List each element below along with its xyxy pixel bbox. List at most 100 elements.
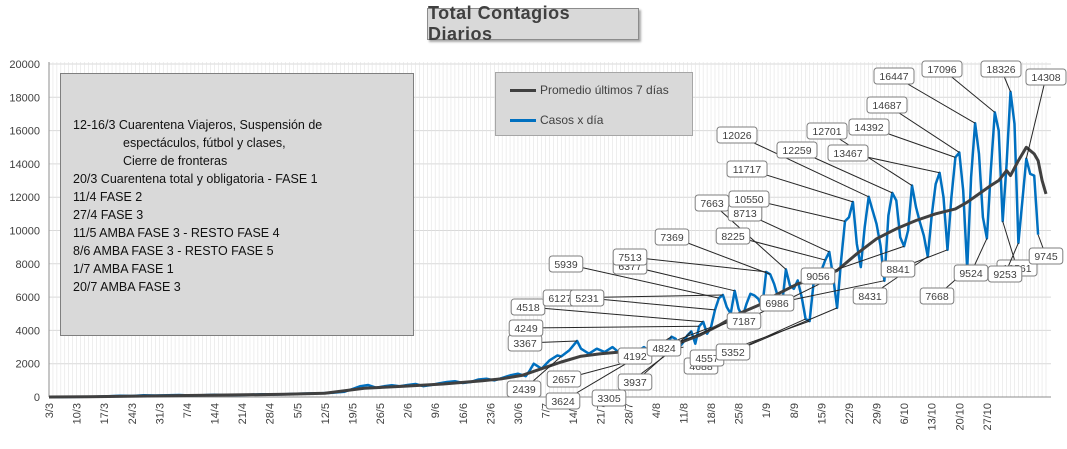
callout-leader-line — [525, 325, 700, 329]
callout-box — [776, 141, 818, 159]
callout-label: 14308 — [1031, 72, 1060, 84]
y-axis: 0 2000 4000 6000 8000 10000 12000 14000 16000 180… — [9, 59, 50, 404]
callout-label: 2439 — [512, 384, 536, 396]
callout-label: 8841 — [886, 264, 910, 276]
callout-label: 10550 — [734, 194, 763, 206]
y-tick-label: 6000 — [16, 292, 40, 304]
callout-box — [715, 227, 751, 245]
callout-label: 6127 — [548, 293, 572, 305]
chart-title: Total Contagios Diarios — [427, 3, 639, 44]
callout-label: 5939 — [554, 259, 578, 271]
y-tick-label: 10000 — [9, 226, 40, 238]
callout-box — [548, 255, 584, 273]
callout-label: 7513 — [618, 252, 642, 264]
data-callout: 9745 — [1028, 234, 1064, 265]
x-tick-label: 6/10 — [899, 403, 911, 424]
x-tick-label: 31/3 — [154, 403, 166, 424]
callout-leader-line — [586, 297, 716, 311]
legend-label: Casos x día — [540, 113, 604, 127]
callout-label: 8225 — [721, 231, 745, 243]
callout-box — [612, 248, 648, 266]
callout-box — [726, 160, 768, 178]
callout-box — [569, 289, 605, 307]
data-callout: 16447 — [873, 67, 976, 124]
x-tick-label: 12/5 — [320, 403, 332, 424]
callout-leader-line — [565, 263, 720, 299]
x-tick-label: 17/3 — [99, 403, 111, 424]
data-callout: 4249 — [508, 319, 700, 337]
callout-label: 2657 — [552, 374, 576, 386]
callout-label: 8431 — [858, 291, 882, 303]
data-callout: 7369 — [654, 228, 771, 275]
callout-box — [880, 260, 916, 278]
x-tick-label: 19/5 — [347, 403, 359, 424]
x-tick-label: 22/9 — [844, 403, 856, 424]
x-tick-label: 11/8 — [678, 403, 690, 424]
x-tick-label: 20/10 — [954, 403, 966, 431]
callout-box — [873, 67, 915, 85]
x-tick-label: 9/6 — [430, 403, 442, 418]
data-callout: 5352 — [715, 307, 838, 361]
callout-leader-line — [776, 280, 885, 304]
x-tick-label: 28/7 — [623, 403, 635, 424]
callout-box — [654, 228, 690, 246]
data-callout: 6986 — [759, 280, 885, 312]
y-tick-label: 16000 — [9, 126, 40, 138]
data-callout: 4557 — [689, 320, 810, 367]
data-callout: 5939 — [548, 255, 720, 299]
callout-box — [508, 319, 544, 337]
callout-label: 6986 — [765, 298, 789, 310]
x-tick-label: 3/3 — [44, 403, 56, 418]
callout-box — [759, 294, 795, 312]
note-text: Cierre de fronteras — [123, 154, 228, 168]
callout-box — [591, 389, 627, 407]
legend-item-average: Promedio últimos 7 días — [510, 83, 669, 97]
x-tick-label: 21/7 — [596, 403, 608, 424]
callout-box — [646, 339, 682, 357]
callout-label: 5231 — [575, 293, 599, 305]
data-callout: 8841 — [880, 249, 948, 278]
x-tick-label: 1/9 — [761, 403, 773, 418]
callout-leader-line — [527, 306, 704, 323]
callout-label: 3624 — [551, 396, 575, 408]
data-callout: 5231 — [569, 289, 716, 311]
y-tick-label: 18000 — [9, 92, 40, 104]
y-tick-label: 14000 — [9, 159, 40, 171]
data-callout: 10550 — [728, 190, 846, 222]
callout-leader-line — [732, 307, 838, 353]
legend-swatch — [510, 118, 536, 122]
x-tick-label: 15/9 — [816, 403, 828, 424]
data-callout: 4518 — [510, 298, 704, 323]
callout-label: 12259 — [782, 145, 811, 157]
callout-label: 7369 — [660, 232, 684, 244]
callout-box — [726, 312, 762, 330]
legend-item-daily: Casos x día — [510, 113, 603, 127]
callout-label: 4518 — [516, 302, 540, 314]
callout-box — [921, 60, 963, 78]
x-tick-label: 28/4 — [265, 403, 277, 424]
callout-label: 16447 — [879, 71, 908, 83]
callout-box — [980, 60, 1022, 78]
x-tick-label: 23/6 — [485, 403, 497, 424]
x-tick-label: 21/4 — [237, 403, 249, 424]
callout-leader-line — [826, 130, 913, 186]
callout-label: 14687 — [872, 100, 901, 112]
y-tick-label: 2000 — [16, 359, 40, 371]
callout-label: 3305 — [597, 393, 621, 405]
note-item: 11/5 AMBA FASE 3 - RESTO FASE 4 — [73, 226, 280, 240]
callout-label: 7663 — [700, 198, 724, 210]
data-callout: 3937 — [617, 331, 692, 391]
note-item: 20/3 Cuarentena total y obligatoria - FA… — [73, 172, 318, 186]
x-tick-label: 14/4 — [210, 403, 222, 424]
callout-label: 4824 — [652, 343, 676, 355]
data-callout: 13467 — [827, 144, 940, 174]
callout-label: 9056 — [806, 271, 830, 283]
y-tick-label: 8000 — [16, 259, 40, 271]
callout-label: 9524 — [959, 268, 983, 280]
data-callout: 18326 — [980, 60, 1022, 93]
callout-box — [728, 190, 770, 208]
data-callout: 14687 — [866, 96, 960, 153]
callout-label: 4249 — [514, 323, 538, 335]
callout-label: 9253 — [993, 269, 1017, 281]
